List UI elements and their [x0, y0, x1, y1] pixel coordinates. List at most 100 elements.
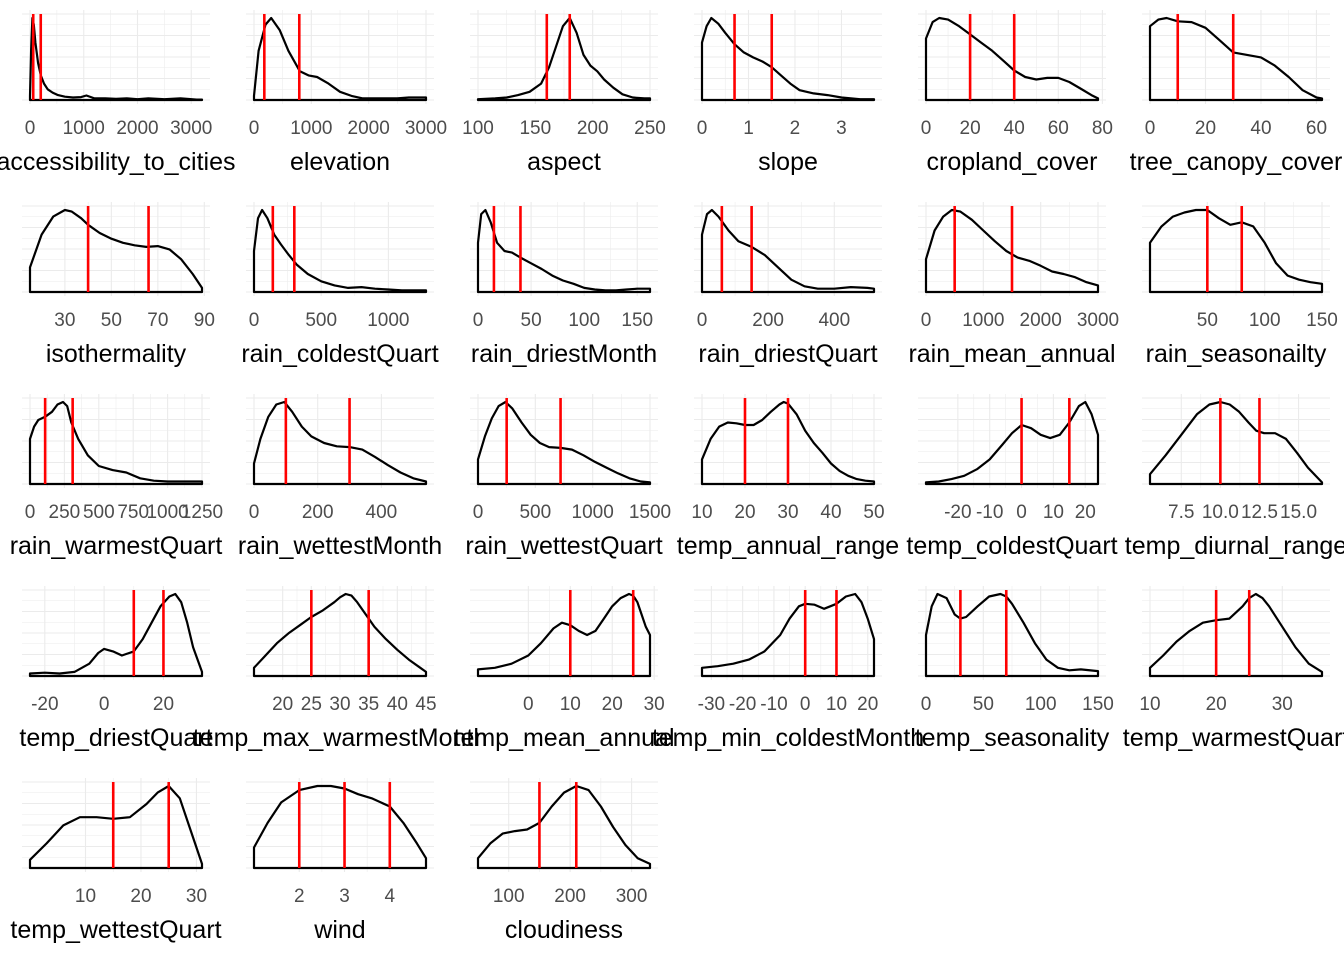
- x-tick-label: 0: [1016, 502, 1027, 523]
- x-tick-label: 0: [523, 694, 534, 715]
- x-tick-label: 1250: [181, 502, 223, 523]
- x-tick-label: 80: [1092, 118, 1113, 139]
- x-tick-label: 0: [1145, 118, 1156, 139]
- x-tick-label: 60: [1306, 118, 1327, 139]
- density-curve: [252, 784, 428, 870]
- x-tick-label: 0: [25, 118, 36, 139]
- x-tick-label: 3000: [170, 118, 212, 139]
- x-tick-label: 50: [1197, 310, 1218, 331]
- x-tick-label: 60: [1048, 118, 1069, 139]
- x-tick-label: 0: [473, 310, 484, 331]
- density-panel: 100 150 200 250 aspect: [462, 10, 666, 176]
- x-tick-label: 0: [921, 118, 932, 139]
- variable-label: temp_mean_annual: [454, 724, 675, 752]
- x-tick-label: -20: [729, 694, 756, 715]
- variable-label: temp_driestQuart: [19, 724, 212, 752]
- x-tick-label: 1000: [962, 310, 1004, 331]
- density-curve: [700, 16, 876, 102]
- x-tick-label: 100: [1025, 694, 1057, 715]
- density-curve: [1148, 592, 1324, 678]
- density-panel: 0 500 1000 rain_coldestQuart: [241, 202, 439, 368]
- x-tick-label: 400: [818, 310, 850, 331]
- x-tick-label: 15.0: [1280, 502, 1317, 523]
- x-tick-label: 10: [826, 694, 847, 715]
- x-tick-label: 0: [697, 118, 708, 139]
- x-tick-label: 200: [752, 310, 784, 331]
- density-panel: 0 10 20 30 temp_mean_annual: [454, 586, 675, 752]
- density-panel: 0 500 1000 1500 rain_wettestQuart: [465, 394, 671, 560]
- x-tick-label: 20: [1195, 118, 1216, 139]
- x-tick-label: 200: [554, 886, 586, 907]
- density-curve: [700, 208, 876, 294]
- density-panel: -20 0 20 temp_driestQuart: [19, 586, 213, 752]
- x-tick-label: 2: [294, 886, 305, 907]
- x-tick-label: 45: [415, 694, 436, 715]
- x-tick-label: 4: [385, 886, 396, 907]
- density-panel: 2 3 4 wind: [246, 778, 434, 944]
- density-curve: [28, 400, 204, 486]
- x-tick-label: 30: [644, 694, 665, 715]
- variable-label: rain_mean_annual: [908, 340, 1115, 368]
- variable-label: temp_coldestQuart: [906, 532, 1117, 560]
- x-tick-label: 12.5: [1241, 502, 1278, 523]
- variable-label: rain_wettestQuart: [465, 532, 662, 560]
- x-tick-label: 750: [117, 502, 149, 523]
- variable-label: temp_seasonality: [915, 724, 1110, 752]
- x-tick-label: 30: [54, 310, 75, 331]
- density-panel: 0 200 400 rain_driestQuart: [694, 202, 882, 368]
- x-tick-label: 1000: [367, 310, 409, 331]
- x-tick-label: 0: [99, 694, 110, 715]
- x-tick-label: 3: [836, 118, 847, 139]
- density-curve: [28, 208, 204, 294]
- variable-label: isothermality: [46, 340, 187, 368]
- density-panel: 0 1000 2000 3000 rain_mean_annual: [908, 202, 1119, 368]
- density-panel: 0 200 400 rain_wettestMonth: [238, 394, 442, 560]
- variable-label: aspect: [527, 148, 601, 176]
- density-panel: 0 1000 2000 3000 elevation: [246, 10, 447, 176]
- x-tick-label: 2000: [348, 118, 390, 139]
- x-tick-label: 0: [249, 310, 260, 331]
- x-tick-label: 10: [1043, 502, 1064, 523]
- x-tick-label: 1: [743, 118, 754, 139]
- density-panel: -30 -20 -10 0 10 20 temp_min_coldestMonth: [652, 586, 924, 752]
- variable-label: slope: [758, 148, 818, 176]
- density-curve: [28, 592, 204, 678]
- x-tick-label: 20: [1075, 502, 1096, 523]
- x-tick-label: 0: [697, 310, 708, 331]
- density-curve: [252, 400, 428, 486]
- x-tick-label: 500: [305, 310, 337, 331]
- x-tick-label: 70: [147, 310, 168, 331]
- x-tick-label: 90: [194, 310, 215, 331]
- x-tick-label: 150: [621, 310, 653, 331]
- x-tick-label: 50: [863, 502, 884, 523]
- x-tick-label: 100: [493, 886, 525, 907]
- x-tick-label: 2000: [116, 118, 158, 139]
- density-panel: 20 25 30 35 40 45 temp_max_warmestMonth: [193, 586, 487, 752]
- x-tick-label: 50: [101, 310, 122, 331]
- density-panel: 100 200 300 cloudiness: [470, 778, 658, 944]
- x-tick-label: -20: [31, 694, 58, 715]
- density-panel: 7.5 10.0 12.5 15.0 temp_diurnal_range: [1125, 394, 1344, 560]
- variable-label: tree_canopy_cover: [1130, 148, 1343, 176]
- x-tick-label: -20: [944, 502, 971, 523]
- variable-label: temp_min_coldestMonth: [652, 724, 924, 752]
- x-tick-label: 30: [777, 502, 798, 523]
- x-tick-label: 20: [153, 694, 174, 715]
- x-tick-label: 2: [790, 118, 801, 139]
- x-tick-label: 40: [1250, 118, 1271, 139]
- x-tick-label: 500: [83, 502, 115, 523]
- density-panel: 0 1000 2000 3000 accessibility_to_cities: [0, 10, 236, 176]
- x-tick-label: 20: [130, 886, 151, 907]
- x-tick-label: 20: [1206, 694, 1227, 715]
- x-tick-label: 1000: [63, 118, 105, 139]
- x-tick-label: 100: [1249, 310, 1281, 331]
- density-curve: [700, 592, 876, 678]
- variable-label: accessibility_to_cities: [0, 148, 236, 176]
- density-curve: [252, 208, 428, 294]
- x-tick-label: 3000: [1077, 310, 1119, 331]
- variable-label: elevation: [290, 148, 390, 176]
- x-tick-label: 500: [519, 502, 551, 523]
- x-tick-label: 1000: [290, 118, 332, 139]
- density-panel: 10 20 30 temp_warmestQuart: [1123, 586, 1344, 752]
- density-curve: [476, 208, 652, 294]
